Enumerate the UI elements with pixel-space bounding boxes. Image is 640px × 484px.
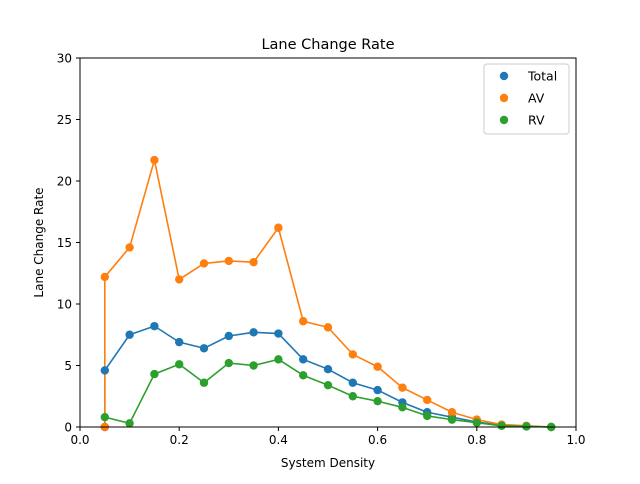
data-point-total	[348, 378, 357, 387]
data-point-total	[274, 329, 283, 338]
y-tick-label: 0	[64, 421, 72, 435]
data-point-av	[299, 317, 308, 326]
data-point-av	[398, 383, 407, 392]
y-tick-label: 5	[64, 359, 72, 373]
data-point-rv	[423, 411, 432, 421]
data-point-rv	[299, 371, 308, 380]
data-point-av	[175, 275, 184, 284]
data-point-rv	[100, 412, 110, 422]
legend-label-rv: RV	[528, 113, 545, 128]
x-tick-label: 0.4	[269, 433, 288, 447]
chart-title: Lane Change Rate	[261, 37, 394, 53]
data-point-av	[249, 257, 258, 267]
data-point-av	[274, 223, 283, 232]
data-point-rv	[199, 378, 209, 387]
data-point-rv	[447, 415, 457, 424]
y-tick-label: 25	[57, 113, 72, 127]
y-axis-label: Lane Change Rate	[32, 187, 46, 297]
data-point-av	[100, 272, 110, 282]
x-tick-label: 1.0	[566, 433, 585, 447]
plot-area-frame	[79, 57, 577, 428]
y-tick-label: 20	[57, 175, 72, 189]
data-point-rv	[249, 361, 258, 370]
data-point-total	[299, 355, 308, 364]
data-point-total	[373, 385, 382, 395]
legend-marker-av	[499, 93, 509, 103]
data-point-av	[323, 323, 333, 332]
x-tick-label: 0.0	[70, 433, 89, 447]
data-point-rv	[348, 392, 357, 401]
legend-marker-total	[499, 71, 509, 81]
data-point-rv	[274, 355, 283, 364]
data-point-total	[125, 330, 134, 339]
data-point-rv	[472, 418, 481, 427]
series-line-av	[104, 159, 552, 428]
x-tick-label: 0.2	[170, 433, 189, 447]
x-tick-label: 0.8	[467, 433, 486, 447]
data-point-av	[373, 362, 382, 371]
data-point-av	[199, 259, 209, 268]
data-point-av	[447, 408, 457, 417]
data-point-av	[125, 243, 134, 252]
series-line-total	[104, 325, 552, 428]
data-point-rv	[522, 422, 531, 431]
data-point-av	[224, 256, 233, 266]
legend-label-av: AV	[528, 91, 545, 106]
data-point-rv	[175, 360, 184, 369]
data-point-total	[249, 328, 258, 337]
data-point-rv	[497, 421, 506, 430]
data-point-total	[224, 331, 233, 341]
data-point-av	[423, 395, 432, 405]
y-tick-label: 15	[57, 236, 72, 250]
legend-marker-rv	[499, 115, 509, 125]
data-point-total	[100, 366, 110, 375]
y-tick-label: 30	[57, 52, 72, 66]
y-tick-label: 10	[57, 298, 72, 312]
x-axis-label: System Density	[281, 456, 375, 470]
data-point-total	[323, 364, 333, 374]
data-point-rv	[125, 419, 134, 428]
data-point-total	[175, 337, 184, 347]
data-point-rv	[150, 369, 159, 379]
data-point-av	[348, 350, 357, 359]
legend: Total AV RV	[483, 63, 570, 135]
x-tick-label: 0.6	[368, 433, 387, 447]
data-point-rv	[224, 358, 233, 368]
legend-label-total: Total	[527, 69, 557, 84]
data-point-rv	[398, 403, 407, 412]
data-point-total	[199, 344, 209, 353]
data-point-total	[150, 321, 159, 331]
data-point-rv	[323, 380, 333, 390]
data-point-rv	[373, 396, 382, 406]
data-point-av	[150, 155, 159, 165]
